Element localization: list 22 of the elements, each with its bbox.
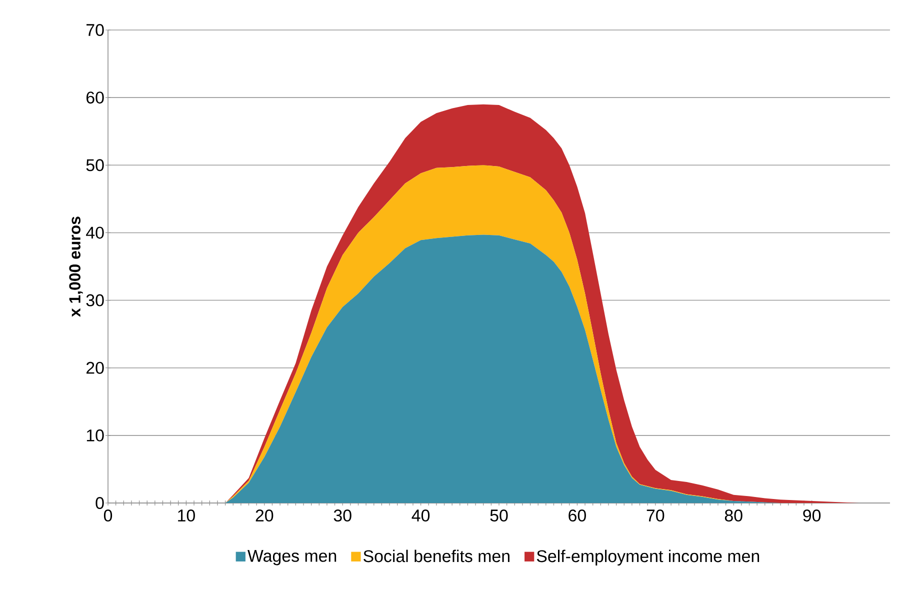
x-tick-label: 80 — [724, 510, 742, 522]
legend-label: Self-employment income men — [536, 550, 760, 566]
legend-label: Social benefits men — [364, 550, 510, 562]
y-tick-label: 30 — [86, 294, 104, 306]
x-tick-label: 0 — [104, 510, 112, 522]
y-axis-title: x 1,000 euros — [69, 216, 83, 317]
x-tick-label: 60 — [568, 510, 586, 522]
x-tick-label: 10 — [178, 510, 195, 522]
legend-label: Wages men — [248, 550, 336, 566]
x-tick-label: 90 — [803, 510, 821, 522]
x-tick-label: 40 — [412, 510, 430, 522]
x-tick-label: 50 — [490, 510, 508, 522]
x-tick-label: 30 — [334, 510, 352, 522]
y-tick-label: 70 — [86, 24, 104, 36]
y-tick-label: 50 — [86, 159, 104, 172]
y-tick-label: 0 — [96, 497, 104, 509]
y-tick-label: 60 — [86, 92, 104, 104]
y-tick-label: 10 — [86, 429, 104, 442]
y-tick-label: 20 — [86, 362, 104, 374]
x-tick-label: 20 — [256, 510, 274, 522]
x-tick-label: 70 — [646, 510, 664, 522]
y-tick-label: 40 — [86, 226, 104, 239]
